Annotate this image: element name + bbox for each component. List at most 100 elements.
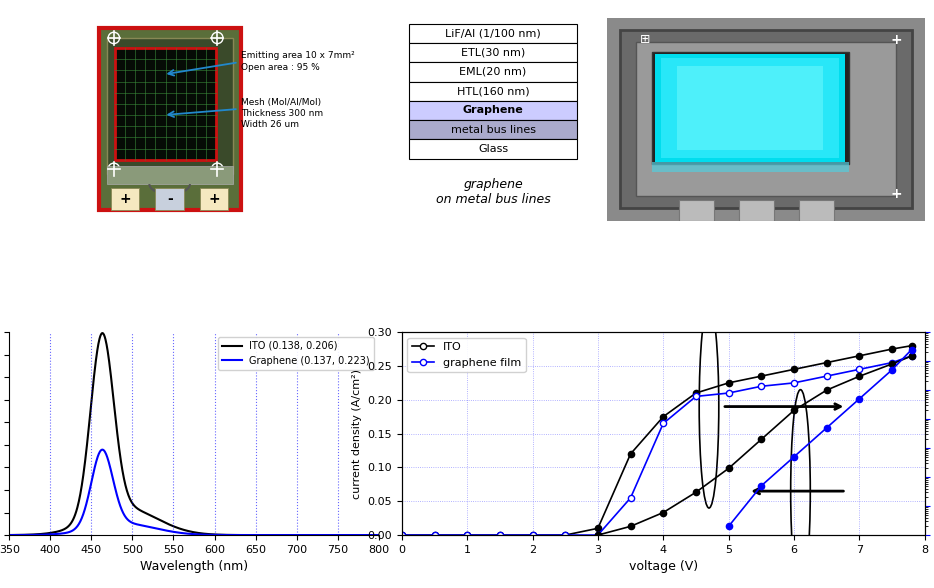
Graphene (0.137, 0.223) xyxy=(292,532,304,539)
Text: ⊞: ⊞ xyxy=(641,34,651,46)
Bar xyxy=(739,201,774,220)
graphene film xyxy=(690,393,701,400)
Bar xyxy=(99,28,241,211)
Line: graphene film: graphene film xyxy=(399,353,914,538)
ITO xyxy=(723,379,734,386)
X-axis label: Wavelength (nm): Wavelength (nm) xyxy=(140,560,248,573)
Text: -: - xyxy=(167,192,173,206)
Graphene (0.137, 0.223) xyxy=(373,532,384,539)
Text: Glass: Glass xyxy=(478,144,508,154)
Y-axis label: current density (A/cm²): current density (A/cm²) xyxy=(352,369,361,499)
ITO (0.138, 0.206) xyxy=(258,532,269,539)
ITO (0.138, 0.206) xyxy=(292,532,304,539)
Text: graphene
on metal bus lines: graphene on metal bus lines xyxy=(435,178,550,206)
Text: ETL(30 nm): ETL(30 nm) xyxy=(461,48,525,58)
ITO xyxy=(690,389,701,396)
ITO xyxy=(527,532,538,539)
X-axis label: voltage (V): voltage (V) xyxy=(629,560,698,573)
graphene film xyxy=(723,389,734,396)
ITO xyxy=(821,359,832,366)
Text: Width 26 um: Width 26 um xyxy=(241,120,299,129)
ITO xyxy=(494,532,505,539)
graphene film xyxy=(396,532,407,539)
graphene film xyxy=(886,359,898,366)
Graphene (0.137, 0.223) xyxy=(153,526,164,533)
graphene film xyxy=(494,532,505,539)
ITO (0.138, 0.206) xyxy=(4,532,15,539)
Graphene (0.137, 0.223) xyxy=(41,531,52,538)
ITO (0.138, 0.206) xyxy=(167,522,178,529)
Legend: ITO (0.138, 0.206), Graphene (0.137, 0.223): ITO (0.138, 0.206), Graphene (0.137, 0.2… xyxy=(219,337,374,370)
ITO (0.138, 0.206) xyxy=(97,329,108,336)
Bar xyxy=(636,42,896,196)
ITO (0.138, 0.206) xyxy=(373,532,384,539)
graphene film xyxy=(429,532,440,539)
Text: +: + xyxy=(208,192,220,206)
Bar xyxy=(106,38,233,174)
Bar xyxy=(679,201,714,220)
ITO xyxy=(756,373,767,380)
Bar xyxy=(652,52,848,163)
Graphene (0.137, 0.223) xyxy=(167,528,178,535)
Text: Emitting area 10 x 7mm²: Emitting area 10 x 7mm² xyxy=(241,51,354,60)
Bar xyxy=(409,139,577,159)
graphene film xyxy=(461,532,473,539)
Legend: ITO, graphene film: ITO, graphene film xyxy=(407,338,526,372)
ITO xyxy=(592,524,603,532)
Bar xyxy=(106,166,233,184)
Text: +: + xyxy=(890,33,902,47)
graphene film xyxy=(658,420,669,427)
graphene film xyxy=(527,532,538,539)
Bar xyxy=(620,30,912,208)
Bar xyxy=(409,120,577,139)
Text: Thickness 300 nm: Thickness 300 nm xyxy=(241,109,323,118)
Line: ITO (0.138, 0.206): ITO (0.138, 0.206) xyxy=(9,333,378,535)
Graphene (0.137, 0.223) xyxy=(97,446,108,453)
ITO (0.138, 0.206) xyxy=(299,532,310,539)
Bar xyxy=(409,101,577,120)
Line: ITO: ITO xyxy=(399,343,914,538)
ITO xyxy=(559,532,571,539)
Text: metal bus lines: metal bus lines xyxy=(450,125,535,135)
Bar xyxy=(200,188,229,211)
Text: Mesh (Mol/Al/Mol): Mesh (Mol/Al/Mol) xyxy=(241,98,320,107)
Text: Graphene: Graphene xyxy=(462,105,523,115)
graphene film xyxy=(906,352,917,359)
ITO xyxy=(886,346,898,353)
Graphene (0.137, 0.223) xyxy=(4,532,15,539)
Bar xyxy=(661,58,839,158)
Bar xyxy=(409,24,577,43)
graphene film xyxy=(788,379,800,386)
ITO (0.138, 0.206) xyxy=(41,530,52,537)
Bar xyxy=(409,43,577,62)
Bar xyxy=(409,82,577,101)
ITO (0.138, 0.206) xyxy=(153,516,164,523)
Text: +: + xyxy=(120,192,131,206)
Text: Open area : 95 %: Open area : 95 % xyxy=(241,64,319,72)
ITO xyxy=(396,532,407,539)
ITO xyxy=(906,342,917,349)
Bar xyxy=(652,162,848,172)
Graphene (0.137, 0.223) xyxy=(299,532,310,539)
Bar xyxy=(409,62,577,82)
Bar xyxy=(155,188,184,211)
Text: +: + xyxy=(890,187,902,201)
Text: LiF/Al (1/100 nm): LiF/Al (1/100 nm) xyxy=(446,28,541,38)
Bar xyxy=(800,201,834,220)
ITO xyxy=(854,352,865,359)
Bar xyxy=(655,54,845,162)
graphene film xyxy=(592,532,603,539)
graphene film xyxy=(559,532,571,539)
ITO xyxy=(429,532,440,539)
Bar xyxy=(111,188,139,211)
Bar xyxy=(677,66,823,149)
Text: EML(20 nm): EML(20 nm) xyxy=(460,67,527,77)
graphene film xyxy=(854,366,865,373)
Graphene (0.137, 0.223) xyxy=(258,532,269,539)
Bar xyxy=(115,48,217,160)
ITO xyxy=(788,366,800,373)
graphene film xyxy=(756,383,767,390)
ITO xyxy=(625,450,636,457)
graphene film xyxy=(625,495,636,502)
graphene film xyxy=(821,373,832,380)
